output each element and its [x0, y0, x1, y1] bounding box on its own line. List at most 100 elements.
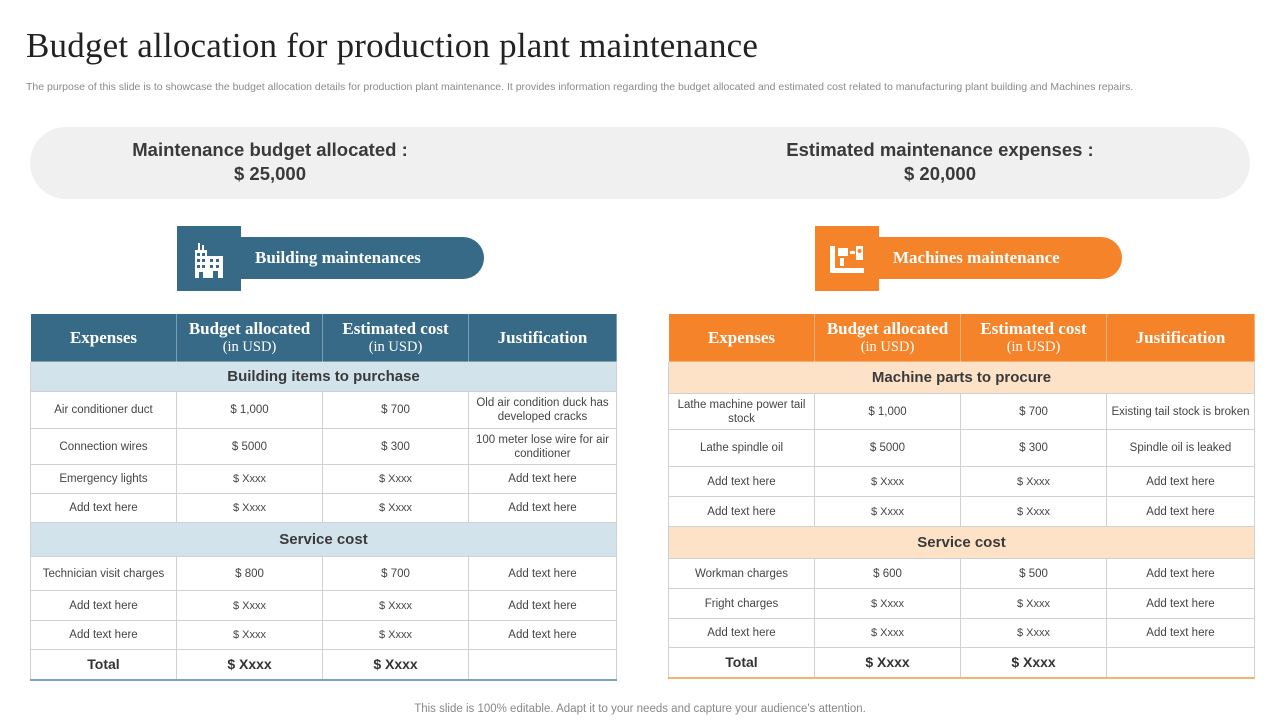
budget-allocated-value: $ 25,000 [233, 163, 306, 184]
section-row: Service cost [30, 522, 617, 557]
cell-estimated: $ Xxxx [960, 588, 1107, 619]
cell-estimated: $ Xxxx [322, 464, 469, 494]
cell-expense: Air conditioner duct [30, 391, 177, 429]
cell-expense: Add text here [30, 590, 177, 621]
footer-note: This slide is 100% editable. Adapt it to… [414, 703, 866, 715]
table-row: Workman charges $ 600 $ 500 Add text her… [668, 558, 1255, 589]
cell-estimated: $ Xxxx [322, 590, 469, 621]
table-row: Fright charges $ Xxxx $ Xxxx Add text he… [668, 588, 1255, 619]
header-expenses: Expenses [30, 313, 177, 362]
machine-icon [815, 226, 879, 291]
cell-expense: Add text here [30, 620, 177, 650]
cell-justification: Add text here [1106, 496, 1255, 527]
header-budget-allocated: Budget allocated (in USD) [176, 313, 323, 362]
cell-total-label: Total [30, 649, 177, 680]
table-row: Lathe spindle oil $ 5000 $ 300 Spindle o… [668, 429, 1255, 467]
section-row: Service cost [668, 526, 1255, 559]
cell-budget: $ 600 [814, 558, 961, 589]
cell-estimated: $ Xxxx [960, 496, 1107, 527]
cell-estimated: $ Xxxx [322, 493, 469, 523]
cell-budget: $ 1,000 [176, 391, 323, 429]
cell-justification: Add text here [1106, 588, 1255, 619]
cell-estimated: $ 300 [960, 429, 1107, 467]
cell-expense: Add text here [668, 496, 815, 527]
cell-estimated: $ Xxxx [322, 620, 469, 650]
cell-total-estimated: $ Xxxx [960, 647, 1107, 678]
cell-expense: Fright charges [668, 588, 815, 619]
cell-budget: $ 5000 [814, 429, 961, 467]
cell-expense: Add text here [30, 493, 177, 523]
cell-justification: Spindle oil is leaked [1106, 429, 1255, 467]
cell-justification: Add text here [1106, 618, 1255, 648]
table-row: Air conditioner duct $ 1,000 $ 700 Old a… [30, 391, 617, 429]
total-row: Total $ Xxxx $ Xxxx [30, 649, 617, 680]
cell-justification: Add text here [1106, 558, 1255, 589]
cell-budget: $ Xxxx [814, 588, 961, 619]
cell-justification: Add text here [468, 464, 617, 494]
cell-expense: Add text here [668, 466, 815, 497]
page-title: Budget allocation for production plant m… [26, 26, 759, 65]
table-row: Connection wires $ 5000 $ 300 100 meter … [30, 428, 617, 465]
cell-total-label: Total [668, 647, 815, 678]
budget-summary-bar: Maintenance budget allocated : $ 25,000 … [30, 127, 1250, 199]
cell-budget: $ 800 [176, 556, 323, 591]
cell-budget: $ Xxxx [814, 466, 961, 497]
table-header-row: Expenses Budget allocated (in USD) Estima… [668, 313, 1255, 362]
cell-total-estimated: $ Xxxx [322, 649, 469, 680]
cell-justification: Add text here [1106, 466, 1255, 497]
cell-budget: $ Xxxx [176, 493, 323, 523]
cell-budget: $ 1,000 [814, 393, 961, 430]
total-row: Total $ Xxxx $ Xxxx [668, 647, 1255, 678]
cell-expense: Technician visit charges [30, 556, 177, 591]
cell-budget: $ Xxxx [176, 620, 323, 650]
cell-expense: Lathe spindle oil [668, 429, 815, 467]
cell-estimated: $ 500 [960, 558, 1107, 589]
table-row: Emergency lights $ Xxxx $ Xxxx Add text … [30, 464, 617, 494]
table-row: Lathe machine power tail stock $ 1,000 $… [668, 393, 1255, 430]
machines-maintenance-table: Expenses Budget allocated (in USD) Estima… [668, 313, 1255, 679]
section-row: Building items to purchase [30, 361, 617, 392]
cell-budget: $ Xxxx [814, 618, 961, 648]
cell-estimated: $ Xxxx [960, 466, 1107, 497]
cell-justification: Add text here [468, 620, 617, 650]
table-row: Add text here $ Xxxx $ Xxxx Add text her… [30, 590, 617, 621]
estimated-expenses-label: Estimated maintenance expenses : [786, 139, 1094, 160]
cell-justification: 100 meter lose wire for air conditioner [468, 428, 617, 465]
budget-allocated-block: Maintenance budget allocated : $ 25,000 [90, 138, 450, 186]
cell-justification: Add text here [468, 556, 617, 591]
cell-estimated: $ 700 [322, 556, 469, 591]
cell-estimated: $ Xxxx [960, 618, 1107, 648]
table-row: Technician visit charges $ 800 $ 700 Add… [30, 556, 617, 591]
cell-estimated: $ 700 [322, 391, 469, 429]
header-expenses: Expenses [668, 313, 815, 362]
cell-budget: $ Xxxx [814, 496, 961, 527]
page-subtitle: The purpose of this slide is to showcase… [26, 81, 1134, 93]
cell-estimated: $ 300 [322, 428, 469, 465]
estimated-expenses-block: Estimated maintenance expenses : $ 20,00… [730, 138, 1150, 186]
building-icon [177, 226, 241, 291]
cell-expense: Connection wires [30, 428, 177, 465]
cell-justification: Existing tail stock is broken [1106, 393, 1255, 430]
cell-expense: Emergency lights [30, 464, 177, 494]
cell-expense: Lathe machine power tail stock [668, 393, 815, 430]
cell-total-budget: $ Xxxx [176, 649, 323, 680]
table-row: Add text here $ Xxxx $ Xxxx Add text her… [668, 618, 1255, 648]
cell-estimated: $ 700 [960, 393, 1107, 430]
table-row: Add text here $ Xxxx $ Xxxx Add text her… [668, 496, 1255, 527]
table-header-row: Expenses Budget allocated (in USD) Estima… [30, 313, 617, 362]
header-estimated-cost: Estimated cost (in USD) [322, 313, 469, 362]
cell-total-justification [1106, 647, 1255, 678]
header-estimated-cost: Estimated cost (in USD) [960, 313, 1107, 362]
table-row: Add text here $ Xxxx $ Xxxx Add text her… [30, 493, 617, 523]
cell-expense: Workman charges [668, 558, 815, 589]
cell-justification: Add text here [468, 493, 617, 523]
cell-justification: Add text here [468, 590, 617, 621]
building-category-title: Building maintenances [241, 237, 484, 279]
table-row: Add text here $ Xxxx $ Xxxx Add text her… [30, 620, 617, 650]
building-maintenance-table: Expenses Budget allocated (in USD) Estima… [30, 313, 617, 681]
machines-category-title: Machines maintenance [879, 237, 1122, 279]
cell-total-justification [468, 649, 617, 680]
table-row: Add text here $ Xxxx $ Xxxx Add text her… [668, 466, 1255, 497]
cell-justification: Old air condition duck has developed cra… [468, 391, 617, 429]
section-row: Machine parts to procure [668, 361, 1255, 394]
